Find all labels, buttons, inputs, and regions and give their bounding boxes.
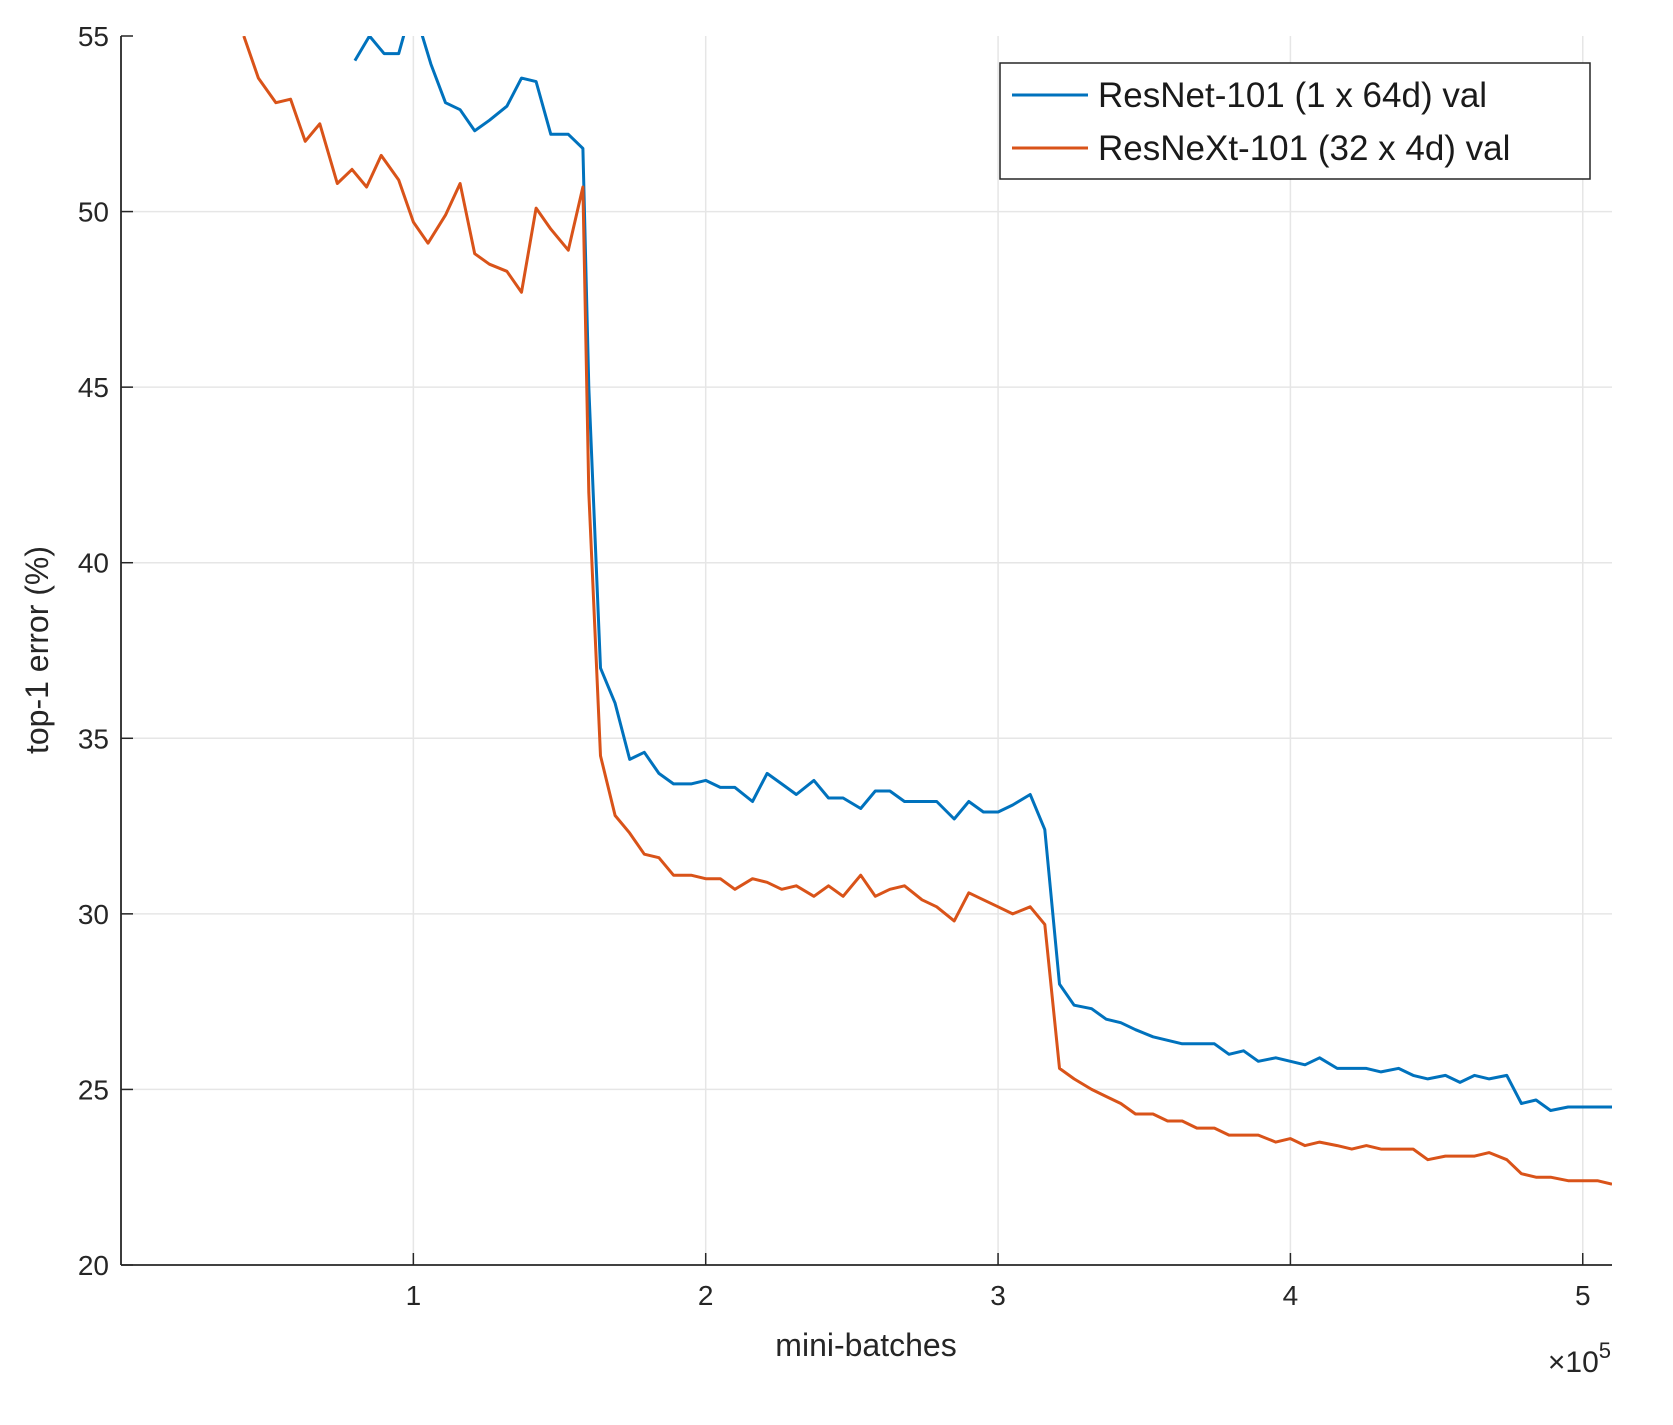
- series-line-1: [353, 36, 1612, 1112]
- legend-box: [999, 62, 1591, 180]
- series-line-2: [242, 36, 1612, 1186]
- y-tick-label: 45: [78, 372, 109, 403]
- y-tick-label: 50: [78, 197, 109, 228]
- x-axis-label: mini-batches: [775, 1327, 956, 1363]
- y-tick-label: 30: [78, 899, 109, 930]
- x-tick-label: 1: [406, 1280, 422, 1311]
- legend-entry-label: ResNet-101 (1 x 64d) val: [1098, 76, 1487, 115]
- x-tick-label: 3: [990, 1280, 1006, 1311]
- legend-entry-label: ResNeXt-101 (32 x 4d) val: [1098, 129, 1510, 168]
- x-axis-multiplier: ×105: [1548, 1338, 1611, 1379]
- y-tick-label: 40: [78, 548, 109, 579]
- x-tick-label: 4: [1283, 1280, 1299, 1311]
- svg-text:×105: ×105: [1548, 1338, 1611, 1379]
- y-tick-label: 35: [78, 723, 109, 754]
- y-tick-label: 20: [78, 1250, 109, 1281]
- x-tick-label: 5: [1575, 1280, 1591, 1311]
- x-tick-label: 2: [698, 1280, 714, 1311]
- x-multiplier-base: ×10: [1548, 1346, 1599, 1379]
- y-tick-label: 55: [78, 21, 109, 52]
- y-tick-label: 25: [78, 1074, 109, 1105]
- x-multiplier-exponent: 5: [1599, 1338, 1611, 1363]
- axes: [120, 35, 1612, 1266]
- legend: ResNet-101 (1 x 64d) val ResNeXt-101 (32 …: [999, 62, 1591, 180]
- series-layer: [242, 36, 1612, 1186]
- y-axis-label: top-1 error (%): [19, 546, 55, 754]
